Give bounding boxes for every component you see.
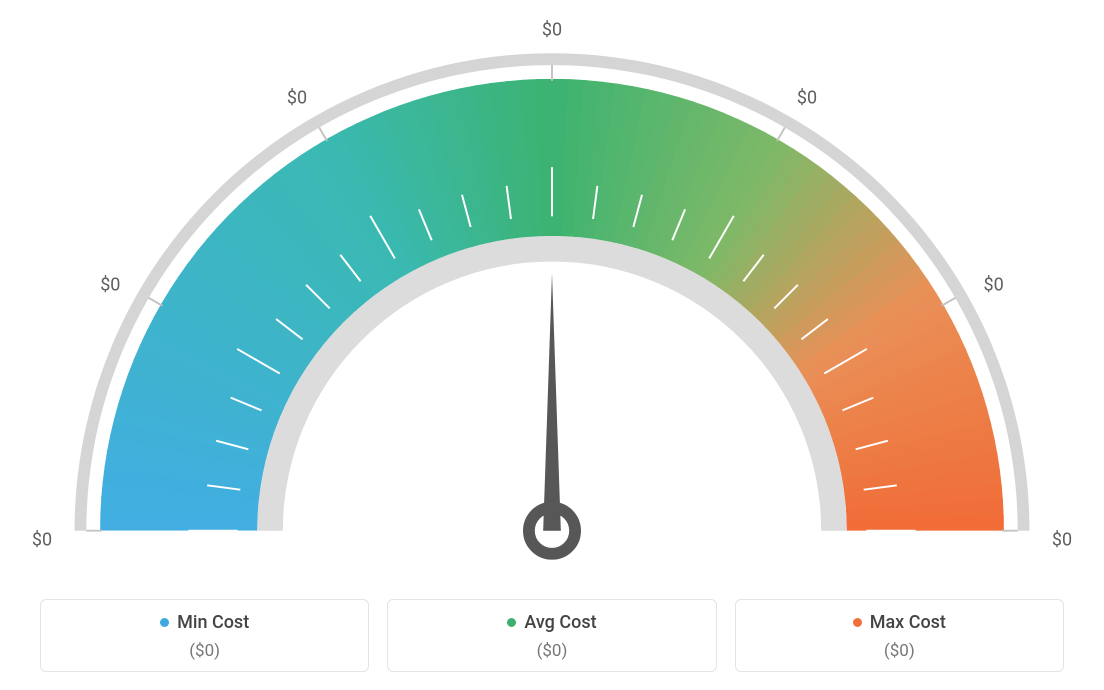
gauge-tick-label: $0	[1052, 530, 1072, 551]
legend-dot-max	[853, 618, 862, 627]
legend-row: Min Cost ($0) Avg Cost ($0) Max Cost ($0…	[40, 599, 1064, 672]
legend-value-min: ($0)	[49, 641, 360, 661]
gauge-chart: $0 $0 $0 $0 $0 $0 $0	[22, 10, 1082, 570]
gauge-svg	[22, 10, 1082, 570]
legend-value-max: ($0)	[744, 641, 1055, 661]
legend-card-avg: Avg Cost ($0)	[387, 599, 716, 672]
gauge-tick-label: $0	[32, 530, 52, 551]
legend-dot-min	[160, 618, 169, 627]
legend-dot-avg	[507, 618, 516, 627]
legend-card-max: Max Cost ($0)	[735, 599, 1064, 672]
gauge-tick-label: $0	[287, 88, 307, 109]
legend-label-avg: Avg Cost	[524, 612, 596, 633]
legend-label-max: Max Cost	[870, 612, 946, 633]
gauge-tick-label: $0	[542, 20, 562, 41]
legend-value-avg: ($0)	[396, 641, 707, 661]
gauge-tick-label: $0	[100, 275, 120, 296]
legend-label-min: Min Cost	[177, 612, 249, 633]
gauge-tick-label: $0	[984, 275, 1004, 296]
legend-card-min: Min Cost ($0)	[40, 599, 369, 672]
gauge-tick-label: $0	[797, 88, 817, 109]
